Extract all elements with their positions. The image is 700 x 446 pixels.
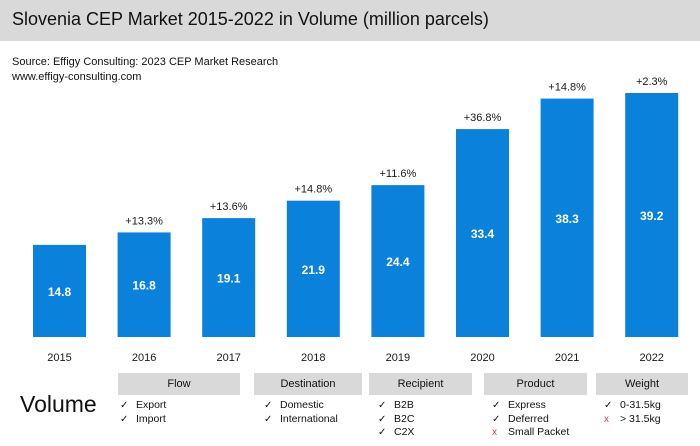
volume-label: Volume	[20, 391, 97, 417]
growth-label: +13.3%	[125, 215, 163, 227]
weight-items: ✓ 0-31.5kg x > 31.5kg	[604, 399, 661, 426]
x-tick-label: 2021	[555, 352, 579, 364]
source-note: Source: Effigy Consulting: 2023 CEP Mark…	[12, 55, 278, 85]
bar-value-label: 39.2	[640, 209, 664, 223]
bar-value-label: 14.8	[48, 285, 72, 299]
segment-item: ✓ Import	[120, 412, 166, 425]
growth-label: +2.3%	[636, 76, 668, 88]
check-icon: ✓	[264, 413, 273, 425]
bar-chart: 14.8 2015 16.8 +13.3% 2016 19.1 +13.6% 2017 21.9…	[33, 76, 679, 364]
check-icon: ✓	[264, 400, 273, 411]
growth-label: +36.8%	[464, 112, 502, 124]
segment-item: ✓ Express	[492, 399, 546, 411]
x-tick-label: 2015	[47, 352, 71, 364]
bar	[371, 185, 425, 337]
recipient-items: ✓ B2B ✓ B2C ✓ C2X	[378, 399, 414, 440]
growth-label: +14.8%	[294, 184, 332, 196]
bar	[540, 98, 594, 337]
cross-icon: x	[492, 427, 497, 438]
title-bar: Slovenia CEP Market 2015-2022 in Volume …	[0, 0, 700, 41]
flow-header: Flow	[118, 373, 240, 395]
destination-items: ✓ Domestic ✓ International	[264, 399, 338, 426]
segment-item: ✓ International	[264, 412, 338, 425]
check-icon: ✓	[604, 400, 613, 411]
x-tick-label: 2020	[470, 352, 494, 364]
destination-header: Destination	[254, 373, 362, 395]
cross-icon: x	[604, 413, 609, 425]
bar	[456, 129, 509, 337]
x-tick-label: 2016	[132, 352, 156, 364]
growth-label: +14.8%	[548, 82, 586, 94]
segment-item: ✓ C2X	[378, 426, 415, 438]
bar-value-label: 21.9	[302, 263, 326, 277]
check-icon: ✓	[378, 400, 387, 411]
check-icon: ✓	[492, 400, 501, 411]
growth-label: +11.6%	[379, 168, 416, 180]
bar	[117, 232, 171, 337]
chart-title: Slovenia CEP Market 2015-2022 in Volume …	[12, 9, 489, 29]
bar-value-label: 16.8	[132, 279, 156, 293]
segment-item: ✓ Export	[120, 399, 167, 411]
check-icon: ✓	[378, 413, 387, 425]
segment-item: ✓ 0-31.5kg	[604, 399, 661, 411]
bar	[202, 218, 256, 337]
check-icon: ✓	[378, 427, 387, 438]
bar	[625, 93, 679, 337]
bar	[286, 200, 340, 337]
segment-item: ✓ Deferred	[492, 412, 549, 425]
weight-header: Weight	[596, 373, 688, 395]
x-tick-label: 2018	[301, 352, 325, 364]
segment-item: x Small Packet	[492, 426, 570, 438]
segment-item: ✓ B2C	[378, 412, 415, 425]
x-tick-label: 2022	[639, 352, 663, 364]
segment-item: x > 31.5kg	[604, 412, 661, 425]
bar-value-label: 24.4	[386, 255, 410, 269]
flow-items: ✓ Export ✓ Import	[120, 399, 166, 426]
x-tick-label: 2017	[216, 352, 240, 364]
check-icon: ✓	[120, 400, 129, 411]
bar-value-label: 19.1	[217, 272, 241, 286]
bar-value-label: 38.3	[555, 212, 579, 226]
product-header: Product	[484, 373, 587, 395]
segment-item: ✓ B2B	[378, 399, 414, 411]
segment-item: ✓ Domestic	[264, 399, 324, 411]
product-items: ✓ Express ✓ Deferred x Small Packet	[492, 399, 569, 440]
growth-label: +13.6%	[210, 201, 248, 213]
recipient-header: Recipient	[369, 373, 472, 395]
source-line: Source: Effigy Consulting: 2023 CEP Mark…	[12, 56, 279, 68]
bar-value-label: 33.4	[471, 227, 495, 241]
x-tick-label: 2019	[386, 352, 410, 364]
check-icon: ✓	[492, 413, 501, 425]
bar	[33, 244, 86, 337]
check-icon: ✓	[120, 413, 129, 425]
source-url: www.effigy-consulting.com	[12, 71, 142, 83]
